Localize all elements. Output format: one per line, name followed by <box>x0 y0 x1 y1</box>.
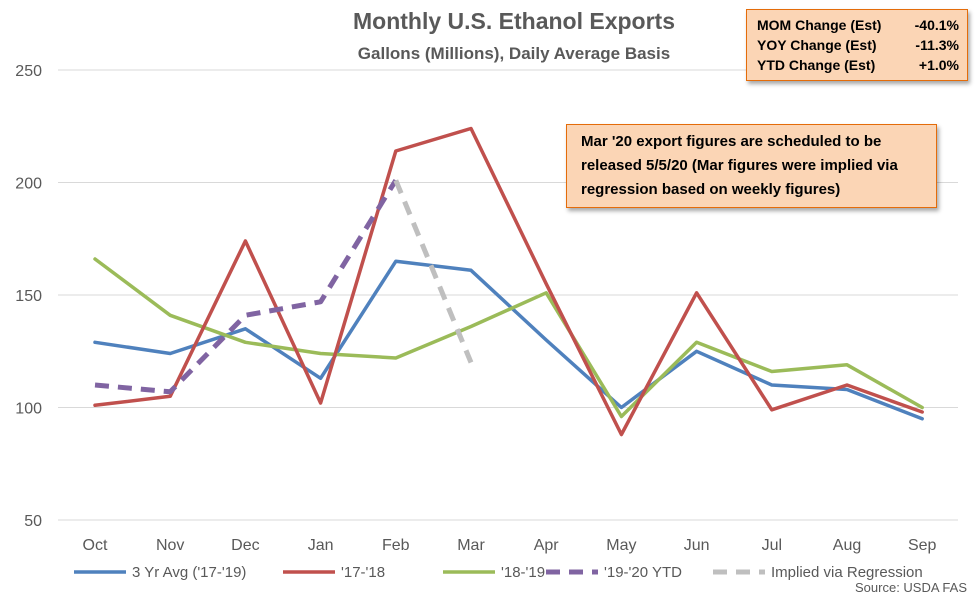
series-line <box>93 257 924 419</box>
source-label: Source: USDA FAS <box>855 580 967 595</box>
x-tick-label: Apr <box>534 537 560 554</box>
series-line <box>93 259 924 421</box>
legend-label: 3 Yr Avg ('17-'19) <box>132 564 246 581</box>
release-note-box: Mar '20 export figures are scheduled to … <box>566 124 937 208</box>
x-axis-ticks: Oct Nov Dec Jan Feb Mar Apr May Jun Jul Aug Sep <box>83 537 937 554</box>
x-tick-label: Oct <box>83 537 108 554</box>
y-tick-label: 150 <box>15 288 42 305</box>
y-axis-ticks: 50 100 150 200 250 <box>15 63 42 530</box>
chart-title: Monthly U.S. Ethanol Exports <box>353 8 675 34</box>
stat-label: YOY Change (Est) <box>757 37 877 53</box>
x-tick-label: Jul <box>762 537 782 554</box>
y-tick-label: 50 <box>24 513 42 530</box>
stat-value: -40.1% <box>914 17 959 33</box>
x-tick-label: Feb <box>382 537 410 554</box>
x-tick-label: Nov <box>156 537 184 554</box>
y-tick-label: 200 <box>15 176 42 193</box>
stat-value: +1.0% <box>918 57 959 73</box>
change-stats-box: MOM Change (Est) -40.1% YOY Change (Est)… <box>746 9 968 81</box>
x-tick-label: Mar <box>457 537 485 554</box>
series-lines <box>93 126 924 437</box>
x-tick-label: Sep <box>908 537 937 554</box>
x-tick-label: May <box>606 537 636 554</box>
x-tick-label: Jun <box>684 537 710 554</box>
series-line <box>93 126 924 437</box>
legend-label: '19-'20 YTD <box>604 564 682 581</box>
legend-label: Implied via Regression <box>771 564 923 581</box>
stat-label: YTD Change (Est) <box>757 57 876 73</box>
x-tick-label: Dec <box>231 537 259 554</box>
legend-label: '17-'18 <box>341 564 385 581</box>
y-tick-label: 250 <box>15 63 42 80</box>
legend-label: '18-'19 <box>501 564 545 581</box>
stat-row-ytd: YTD Change (Est) +1.0% <box>757 55 959 75</box>
series-line <box>393 179 474 364</box>
x-tick-label: Aug <box>833 537 861 554</box>
stat-row-mom: MOM Change (Est) -40.1% <box>757 15 959 35</box>
x-tick-label: Jan <box>308 537 334 554</box>
legend: 3 Yr Avg ('17-'19) '17-'18 '18-'19 '19-'20 … <box>74 564 923 581</box>
y-tick-label: 100 <box>15 401 42 418</box>
series-line <box>94 178 398 395</box>
stat-label: MOM Change (Est) <box>757 17 882 33</box>
stat-row-yoy: YOY Change (Est) -11.3% <box>757 35 959 55</box>
stat-value: -11.3% <box>915 37 959 53</box>
chart-subtitle: Gallons (Millions), Daily Average Basis <box>358 44 670 63</box>
